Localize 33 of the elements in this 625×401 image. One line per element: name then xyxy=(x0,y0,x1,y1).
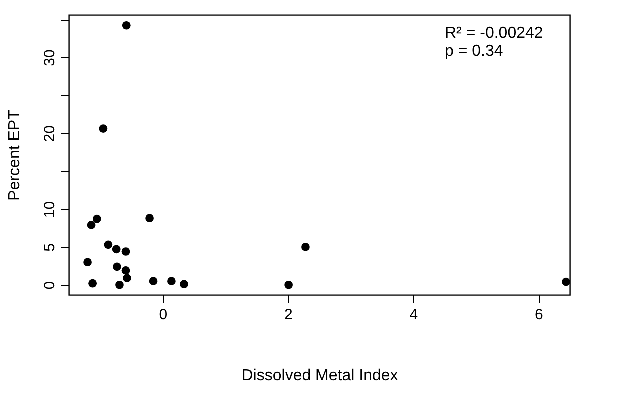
point xyxy=(168,277,176,286)
annotation: p = 0.34 xyxy=(445,43,504,60)
point xyxy=(122,266,130,275)
y-tick-label: 0 xyxy=(42,281,58,290)
point xyxy=(146,214,154,223)
x-axis-title: Dissolved Metal Index xyxy=(242,368,398,384)
point xyxy=(84,258,92,267)
point xyxy=(122,21,131,30)
y-tick-label: 5 xyxy=(42,244,58,252)
y-axis-title: Percent EPT xyxy=(6,110,24,201)
x-tick-label: 4 xyxy=(410,306,418,324)
point xyxy=(87,221,96,230)
x-tick-label: 2 xyxy=(284,306,293,324)
point xyxy=(93,214,102,224)
y-tick-label: 20 xyxy=(42,126,58,142)
point xyxy=(99,124,108,133)
annotation: R² = -0.00242 xyxy=(445,25,544,42)
point xyxy=(149,277,158,286)
point xyxy=(284,280,293,290)
point xyxy=(88,279,97,288)
point xyxy=(180,280,188,289)
point xyxy=(116,280,124,290)
point xyxy=(562,278,570,286)
point xyxy=(123,274,132,282)
y-tick-label: 30 xyxy=(42,50,58,66)
point xyxy=(302,243,310,252)
x-tick-label: 0 xyxy=(159,306,168,324)
point xyxy=(104,240,113,250)
point xyxy=(122,248,130,256)
y-tick-label: 10 xyxy=(42,201,58,218)
x-tick-label: 6 xyxy=(535,306,544,324)
point xyxy=(112,245,121,254)
point xyxy=(113,262,122,272)
